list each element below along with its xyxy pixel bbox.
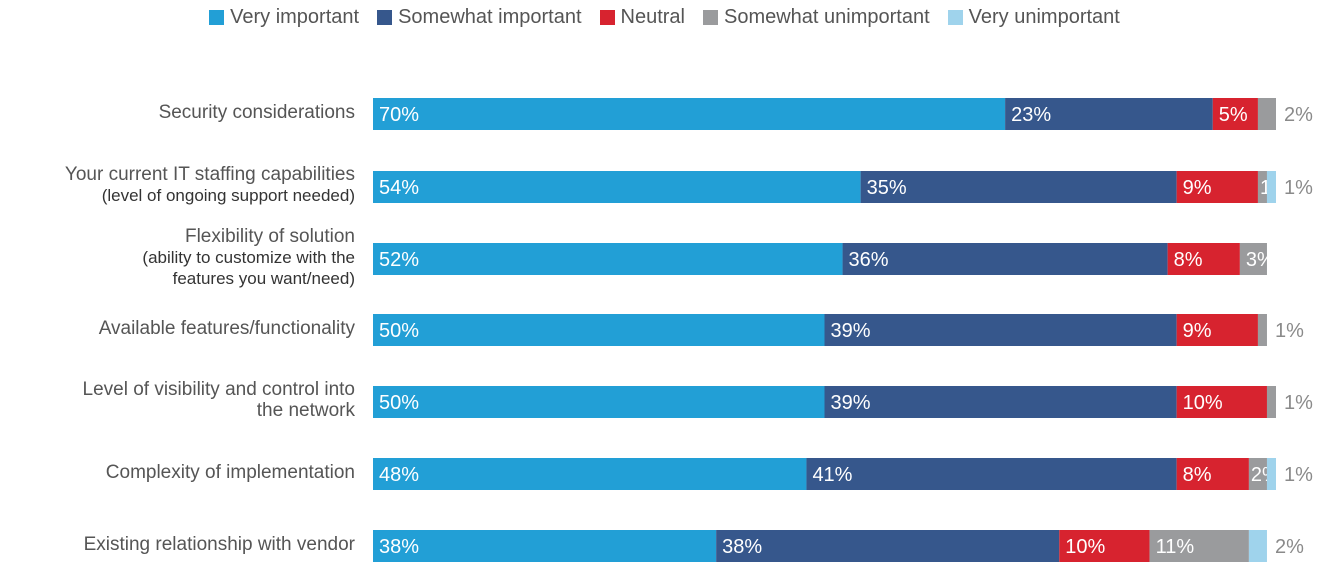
segment-label: 10% <box>1183 392 1223 414</box>
segment-label: 1% <box>1275 320 1304 342</box>
segment-label: 1% <box>1284 177 1313 199</box>
category-label: Available features/functionality <box>99 318 355 339</box>
category-label-main: Flexibility of solution <box>184 225 355 247</box>
segment-label: 9% <box>1183 177 1212 199</box>
segment-label: 50% <box>379 320 419 342</box>
segment-label: 11% <box>1156 536 1195 558</box>
bar-segment <box>806 458 1177 490</box>
bar-segment <box>1248 530 1267 562</box>
legend-label: Somewhat important <box>398 6 582 28</box>
bar-segment <box>1167 243 1240 275</box>
segment-label: 23% <box>1011 104 1051 126</box>
legend-label: Somewhat unimportant <box>723 6 930 28</box>
bar-segment <box>1266 171 1276 203</box>
bar-segment <box>1176 171 1258 203</box>
legend-swatch <box>377 10 393 25</box>
bar-segment <box>824 314 1177 346</box>
bar-segment <box>1149 530 1249 562</box>
legend-item: Neutral <box>599 6 685 29</box>
bar-segment <box>1059 530 1150 562</box>
legend-item: Very important <box>209 6 359 29</box>
legend-label: Neutral <box>620 6 685 28</box>
bar-segment <box>373 243 843 275</box>
segment-label: 1% <box>1284 464 1313 486</box>
bar-segment <box>1176 386 1267 418</box>
category-label-sub: (ability to customize with the features … <box>142 247 355 288</box>
category-label-main: Available features/functionality <box>98 317 355 339</box>
segment-label: 41% <box>812 464 852 486</box>
category-label-main: Existing relationship with vendor <box>83 533 355 555</box>
legend-label: Very unimportant <box>968 6 1120 28</box>
segment-label: 3% <box>1246 249 1275 271</box>
bar-segment <box>1257 98 1276 130</box>
segment-label: 8% <box>1183 464 1212 486</box>
segment-label: 52% <box>379 249 419 271</box>
category-label: Level of visibility and control into the… <box>65 379 355 421</box>
segment-label: 2% <box>1284 104 1313 126</box>
segment-label: 5% <box>1219 104 1248 126</box>
segment-label: 35% <box>867 177 907 199</box>
legend-item: Somewhat important <box>377 6 582 29</box>
bar-segment <box>842 243 1168 275</box>
segment-label: 9% <box>1183 320 1212 342</box>
bar-segment <box>1257 171 1267 203</box>
legend: Very important Somewhat important Neutral S… <box>0 6 1329 29</box>
segment-label: 10% <box>1065 536 1105 558</box>
bar-segment <box>1005 98 1213 130</box>
bar-segment <box>373 98 1006 130</box>
legend-item: Very unimportant <box>947 6 1120 29</box>
segment-label: 48% <box>379 464 419 486</box>
segment-label: 8% <box>1174 249 1203 271</box>
segment-label: 50% <box>379 392 419 414</box>
legend-label: Very important <box>230 6 360 28</box>
bar-segment <box>373 171 861 203</box>
bar-segment <box>824 386 1177 418</box>
segment-label: 39% <box>831 320 871 342</box>
bar-segment <box>1239 243 1267 275</box>
bar-segment <box>1248 458 1267 490</box>
category-label-main: Your current IT staffing capabilities <box>64 164 355 185</box>
segment-label: 38% <box>722 536 762 558</box>
segment-label: 1% <box>1284 392 1313 414</box>
category-label: Security considerations <box>159 102 355 123</box>
bar-segment <box>373 458 807 490</box>
category-label-main: Security considerations <box>158 101 355 123</box>
category-label-main: Level of visibility and control into the… <box>82 379 355 421</box>
segment-label: 38% <box>379 536 419 558</box>
bar-segment <box>1176 458 1249 490</box>
category-label-main: Complexity of implementation <box>105 461 355 483</box>
category-label: Flexibility of solution (ability to custo… <box>120 226 355 289</box>
bar-segment <box>1212 98 1258 130</box>
bar-segment <box>373 530 717 562</box>
category-label: Your current IT staffing capabilities (le… <box>65 164 355 206</box>
legend-item: Somewhat unimportant <box>702 6 930 29</box>
bar-segment <box>860 171 1177 203</box>
legend-swatch <box>209 10 225 25</box>
category-label: Existing relationship with vendor <box>84 534 355 555</box>
segment-label: 70% <box>379 104 419 126</box>
bar-segment <box>1266 386 1276 418</box>
legend-swatch <box>599 10 615 25</box>
bar-segment <box>373 314 825 346</box>
segment-label: 36% <box>849 249 889 271</box>
bar-segment <box>1266 458 1276 490</box>
bar-segment <box>716 530 1060 562</box>
bar-segment <box>1176 314 1258 346</box>
category-label: Complexity of implementation <box>106 462 355 483</box>
bar-segment <box>1257 314 1267 346</box>
bar-segment <box>373 386 825 418</box>
segment-label: 2% <box>1275 536 1304 558</box>
segment-label: 39% <box>831 392 871 414</box>
legend-swatch <box>947 10 963 25</box>
segment-label: 54% <box>379 177 419 199</box>
category-label-sub: (level of ongoing support needed) <box>101 186 355 205</box>
legend-swatch <box>702 10 718 25</box>
